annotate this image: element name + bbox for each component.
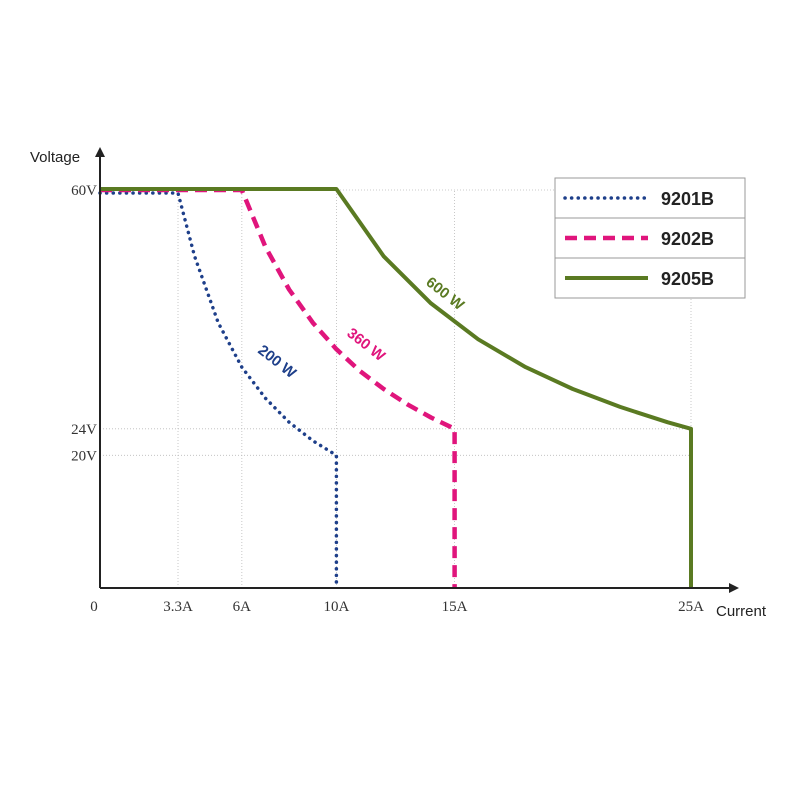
x-axis-label: Current bbox=[716, 603, 767, 620]
power-label-9201B: 200 W bbox=[255, 342, 300, 383]
x-tick-label: 15A bbox=[442, 599, 468, 615]
x-tick-label: 6A bbox=[233, 599, 252, 615]
y-tick-label: 60V bbox=[71, 183, 97, 199]
x-tick-label: 10A bbox=[323, 599, 349, 615]
tick-layer: 0 3.3A 6A 10A 15A 25A 60V 24V 20V bbox=[71, 183, 704, 615]
axis-layer: Voltage Current bbox=[30, 147, 767, 620]
series-line-9202B bbox=[100, 187, 457, 588]
x-tick-label: 3.3A bbox=[163, 599, 193, 615]
series-layer bbox=[98, 187, 693, 590]
legend-label-9205B: 9205B bbox=[661, 269, 714, 289]
y-axis-label: Voltage bbox=[30, 149, 80, 166]
y-tick-label: 20V bbox=[71, 448, 97, 464]
power-label-9205B: 600 W bbox=[423, 274, 468, 315]
series-line-9201B bbox=[98, 191, 339, 590]
y-tick-label: 24V bbox=[71, 422, 97, 438]
legend: 9201B 9202B 9205B bbox=[554, 177, 746, 299]
legend-label-9202B: 9202B bbox=[661, 229, 714, 249]
series-line-9205B bbox=[100, 187, 693, 588]
x-tick-label: 25A bbox=[678, 599, 704, 615]
x-tick-label: 0 bbox=[90, 599, 98, 615]
legend-label-9201B: 9201B bbox=[661, 189, 714, 209]
